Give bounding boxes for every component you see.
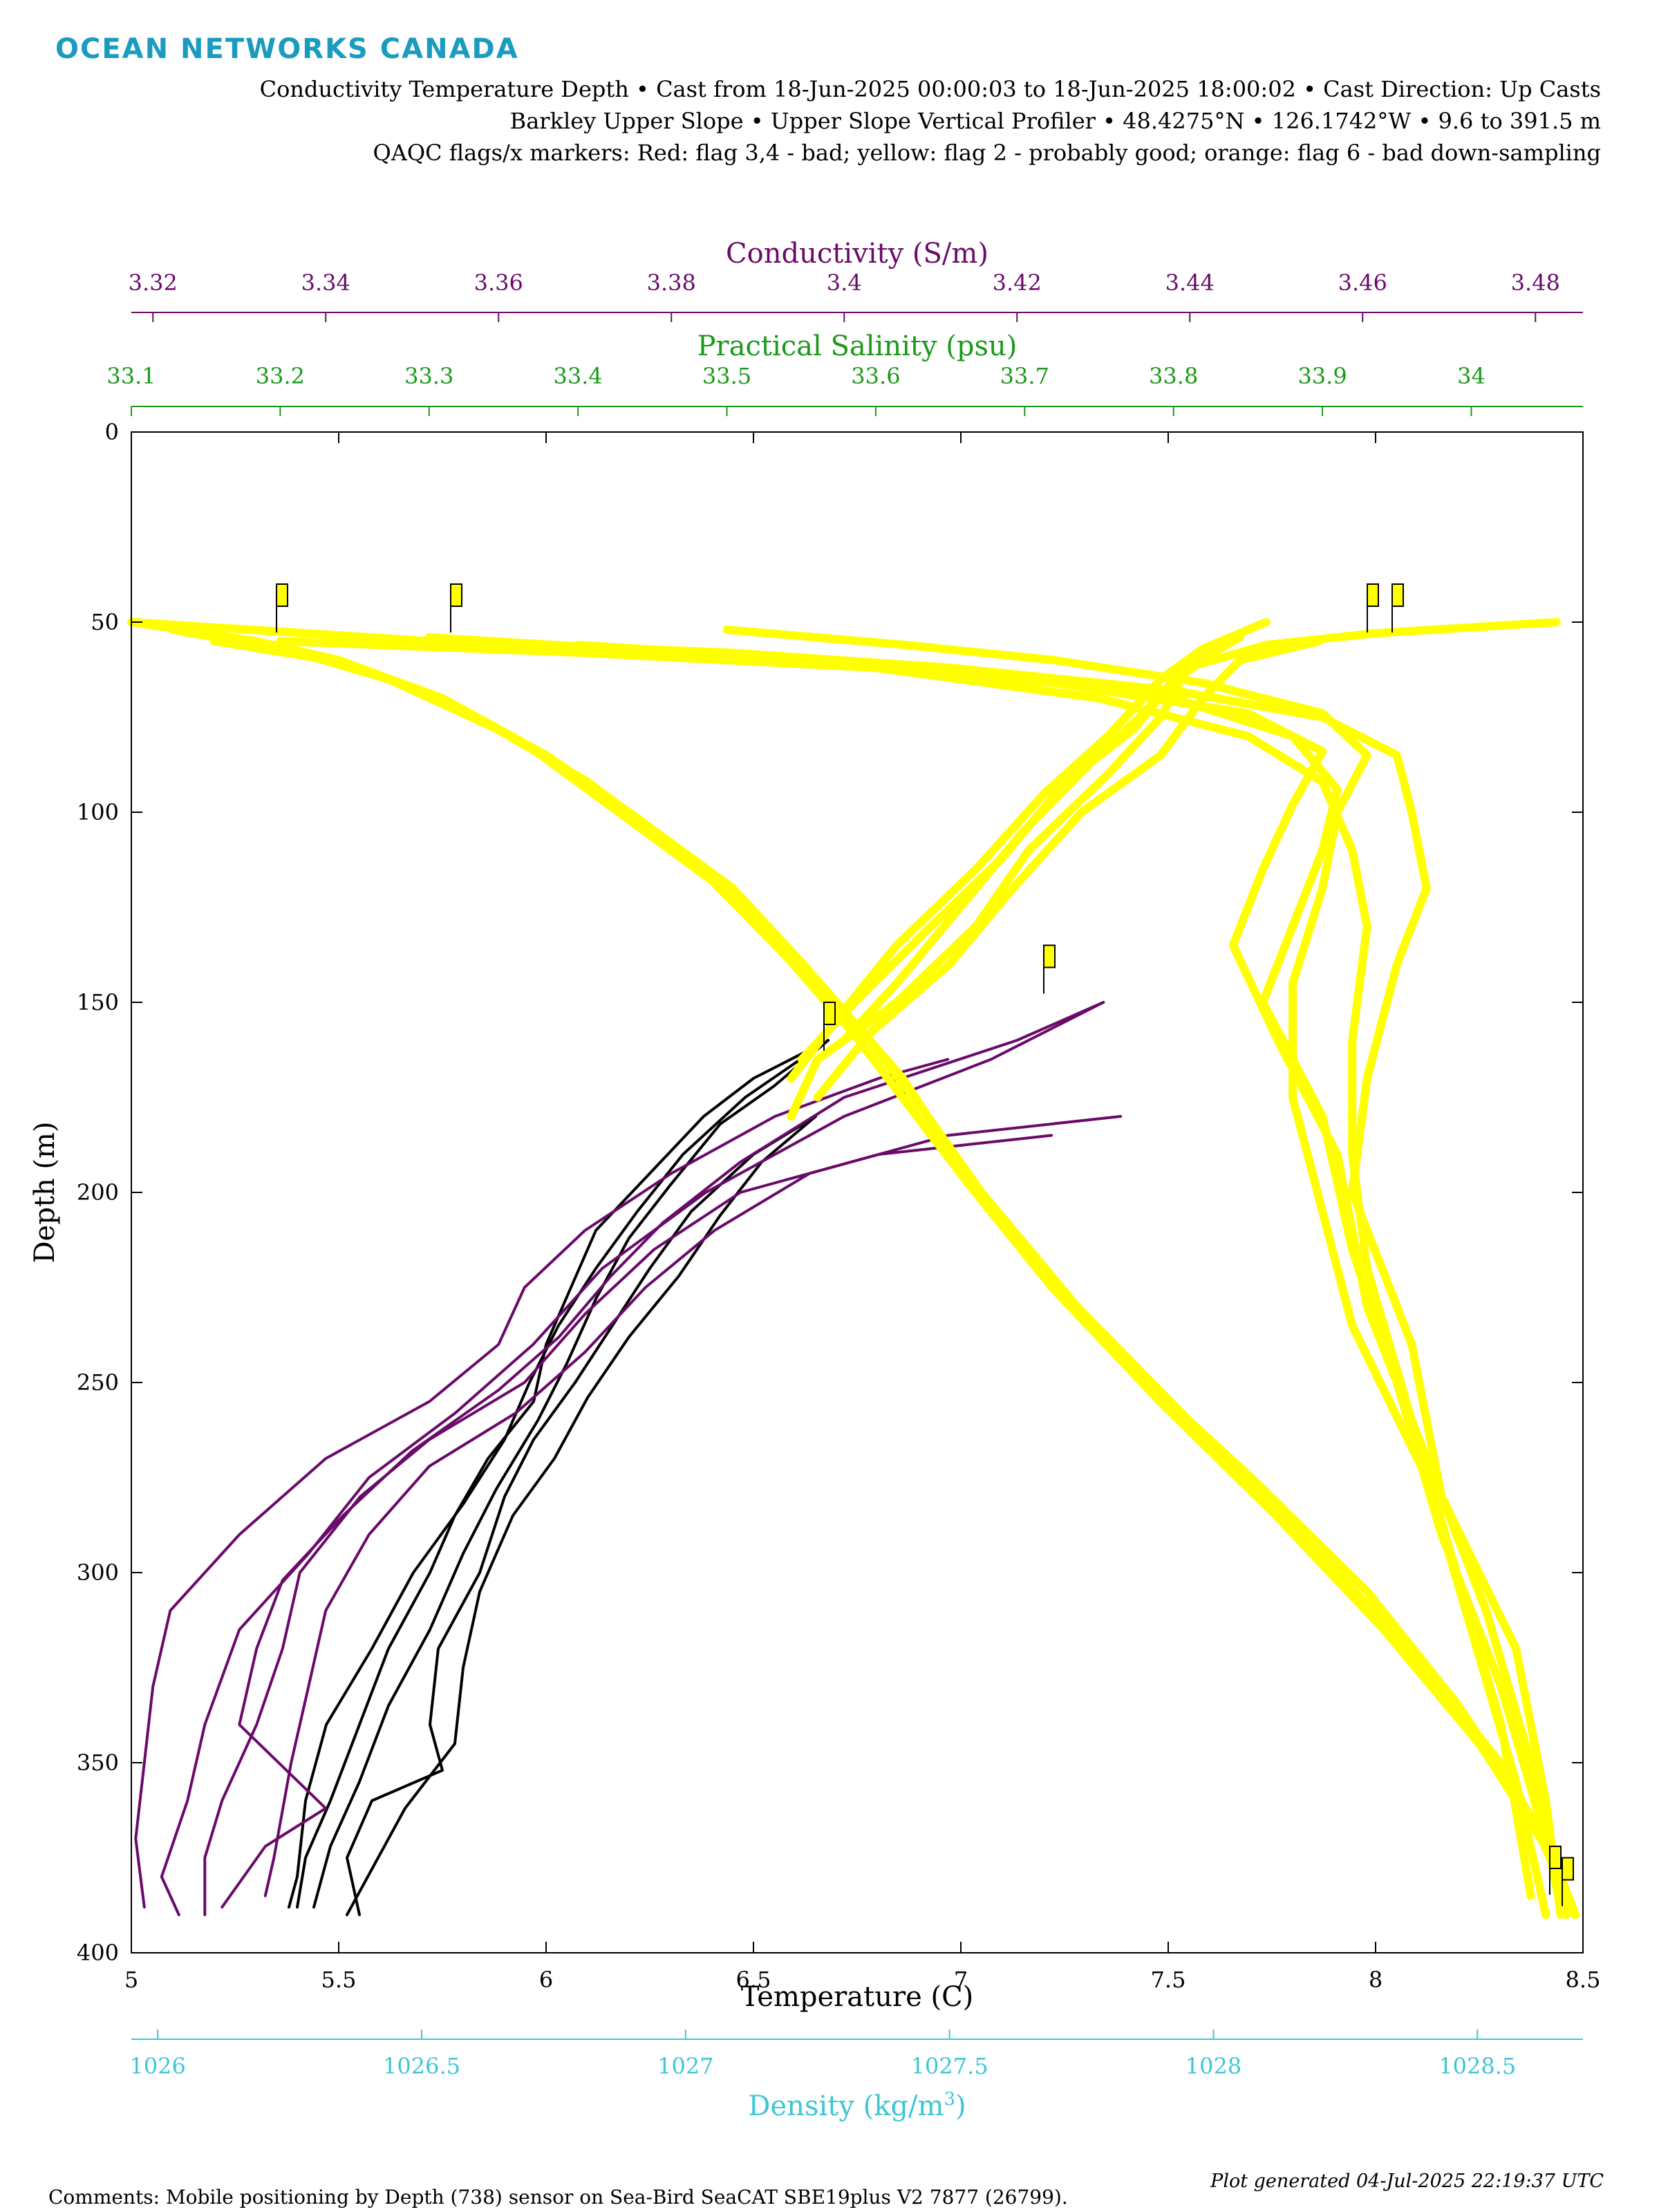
salinity-tick-label: 33.1 [106,363,156,389]
chart-header-line-2: Barkley Upper Slope • Upper Slope Vertic… [509,108,1601,134]
depth-tick-label: 400 [77,1940,119,1966]
qaqc-flag-banner [823,1002,836,1025]
temperature-tick-label: 8.5 [1566,1967,1601,1993]
conductivity-cast-line [263,1115,1123,1897]
qaqc-flag-banner [1562,1857,1574,1881]
depth-tick-label: 300 [77,1559,119,1586]
conductivity-tick-label: 3.4 [827,270,862,296]
temperature-cast-line [346,1115,817,1916]
salinity-cast-line [276,637,1535,1900]
salinity-tick-label: 34 [1457,363,1485,389]
density-tick-label: 1027.5 [911,2053,988,2079]
temperature_upper-cast-line [127,618,1571,1919]
density-cast-line [787,618,1271,1082]
density-cast-line [839,633,1244,1044]
conductivity-tick-label: 3.44 [1165,270,1215,296]
temperature-axis-title: Temperature (C) [741,1981,974,2013]
salinity-cast-line [722,626,1550,1919]
temperature-cast-line [346,1115,817,1916]
qaqc-flag-banner [450,583,462,607]
depth-tick-label: 100 [77,799,119,825]
temperature-cast-line [296,1039,830,1909]
depth-tick-label: 50 [91,609,119,635]
temperature_upper-cast-line [210,637,1575,1911]
temperature-cast-line [312,1039,830,1909]
brand-logo: OCEAN NETWORKS CANADA [55,33,519,65]
series-layer [127,618,1580,1919]
salinity-tick-label: 33.9 [1297,363,1347,389]
salinity-tick-label: 33.8 [1149,363,1198,389]
qaqc-flag-banner [1549,1846,1562,1869]
conductivity-axis-title: Conductivity (S/m) [726,238,988,270]
temperature-tick-label: 5 [124,1967,138,1993]
salinity-tick-label: 33.3 [404,363,453,389]
depth-tick-label: 150 [77,989,119,1015]
qaqc-flag-marker [450,583,462,632]
flags-layer [276,583,1574,1906]
temperature-cast-line [288,1039,830,1909]
chart-header-line-1: Conductivity Temperature Depth • Cast fr… [259,76,1601,102]
conductivity-cast-line [134,1058,950,1909]
temperature-tick-label: 5.5 [321,1967,357,1993]
conductivity-cast-line [221,1001,1105,1909]
density-tick-label: 1026.5 [383,2053,460,2079]
density-tick-label: 1026 [129,2053,185,2079]
temperature-tick-label: 8 [1369,1967,1382,1993]
qaqc-flag-marker [1549,1846,1562,1895]
footer-generated: Plot generated 04-Jul-2025 22:19:37 UTC [1210,2171,1604,2192]
qaqc-flag-marker [1367,583,1379,632]
salinity-axis-title: Practical Salinity (psu) [697,330,1018,362]
temperature-tick-label: 7.5 [1151,1967,1186,1993]
qaqc-flag-banner [1391,583,1404,607]
conductivity-tick-label: 3.46 [1338,270,1387,296]
density-cast-line [787,618,1561,1121]
temperature-tick-label: 6 [539,1967,553,1993]
depth-tick-label: 250 [77,1369,119,1396]
qaqc-flag-marker [823,1002,836,1051]
salinity-tick-label: 33.7 [1000,363,1049,389]
density-axis-title-end: ) [955,2090,966,2122]
salinity-cast-line [574,641,1580,1919]
qaqc-flag-marker [1562,1857,1574,1906]
qaqc-flag-banner [276,583,288,607]
conductivity-cast-line [160,1001,1105,1916]
salinity-tick-label: 33.4 [554,363,603,389]
depth-tick-label: 0 [105,419,119,445]
density-cast-line [813,637,1324,1102]
conductivity-tick-label: 3.36 [474,270,523,296]
conductivity-tick-label: 3.34 [301,270,350,296]
temperature-tick-label: 6.5 [736,1967,771,1993]
qaqc-flag-marker [276,583,288,632]
salinity-tick-label: 33.5 [702,363,751,389]
qaqc-flag-banner [1367,583,1379,607]
conductivity-tick-label: 3.32 [129,270,178,296]
salinity-tick-label: 33.2 [256,363,305,389]
salinity-tick-label: 33.6 [851,363,900,389]
density-axis-title: Density (kg/m3) [748,2089,966,2122]
density-tick-label: 1028 [1185,2053,1241,2079]
qaqc-flag-marker [1043,944,1056,994]
conductivity-tick-label: 3.48 [1511,270,1560,296]
chart-header-line-3: QAQC flags/x markers: Red: flag 3,4 - ba… [373,140,1601,166]
temperature-tick-label: 7 [954,1967,968,1993]
depth-axis-title: Depth (m) [29,1121,61,1263]
conductivity-tick-label: 3.38 [647,270,696,296]
salinity-cast-line [127,618,1565,1919]
footer-comments: Comments: Mobile positioning by Depth (7… [48,2186,1068,2209]
depth-tick-label: 350 [77,1750,119,1776]
density-axis-title-base: Density (kg/m [748,2090,944,2122]
density-axis-title-sup: 3 [944,2089,955,2110]
qaqc-flag-marker [1391,583,1404,632]
depth-tick-label: 200 [77,1179,119,1206]
conductivity-tick-label: 3.42 [993,270,1042,296]
density-tick-label: 1027 [657,2053,713,2079]
qaqc-flag-banner [1043,944,1056,968]
density-tick-label: 1028.5 [1438,2053,1516,2079]
